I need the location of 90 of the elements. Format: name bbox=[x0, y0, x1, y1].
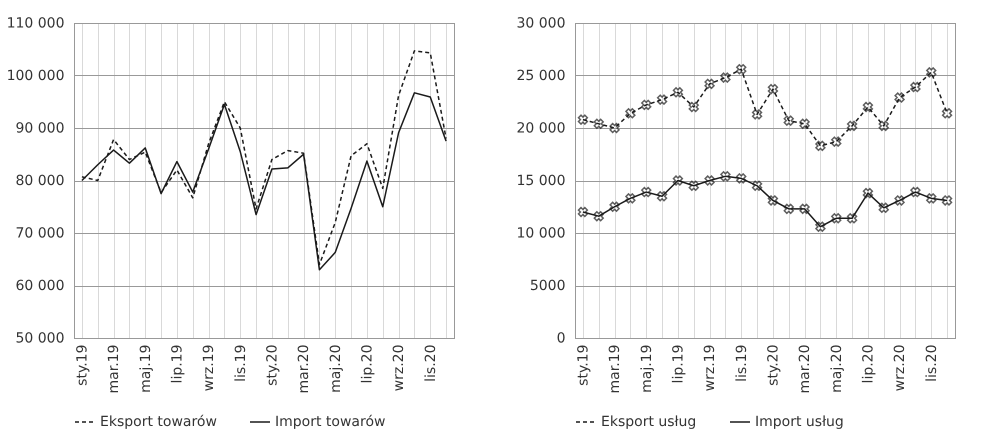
x-tick-label: maj.20 bbox=[828, 344, 845, 393]
point bbox=[641, 100, 652, 110]
point bbox=[720, 72, 731, 83]
x-tick-label: sty.19 bbox=[74, 344, 90, 386]
point bbox=[736, 173, 746, 184]
y-tick-label: 25 000 bbox=[516, 68, 566, 84]
x-tick-label: mar.19 bbox=[607, 344, 624, 394]
point bbox=[752, 180, 762, 191]
point bbox=[656, 191, 668, 202]
y-tick-label: 100 000 bbox=[6, 68, 64, 84]
y-tick-label: 60 000 bbox=[16, 278, 64, 294]
x-tick-label: sty.19 bbox=[575, 344, 592, 386]
legend-label: Import usług bbox=[755, 414, 844, 430]
x-tick-label: lip.20 bbox=[860, 344, 876, 384]
point bbox=[704, 175, 715, 186]
point bbox=[768, 195, 778, 206]
x-tick-label: maj.20 bbox=[328, 344, 344, 393]
x-tick-label: wrz.20 bbox=[391, 344, 408, 392]
y-tick-label: 70 000 bbox=[16, 226, 64, 242]
y-tick-label: 20 000 bbox=[516, 120, 566, 136]
point bbox=[831, 136, 842, 147]
x-tick-label: lis.20 bbox=[924, 344, 940, 382]
point bbox=[799, 118, 810, 129]
legend-label: Eksport usług bbox=[601, 414, 696, 430]
point bbox=[594, 118, 604, 129]
point bbox=[831, 213, 842, 224]
y-tick-label: 15 000 bbox=[516, 173, 566, 189]
y-tick-label: 30 000 bbox=[516, 16, 566, 32]
x-tick-label: lip.19 bbox=[169, 344, 186, 384]
point bbox=[878, 202, 889, 213]
x-tick-label: wrz.20 bbox=[892, 344, 908, 392]
point bbox=[594, 211, 604, 222]
point bbox=[942, 108, 952, 118]
x-tick-label: sty.20 bbox=[264, 344, 280, 386]
point bbox=[784, 204, 794, 214]
legend-label: Eksport towarów bbox=[100, 414, 217, 430]
y-tick-label: 110 000 bbox=[6, 16, 64, 32]
point bbox=[784, 115, 794, 126]
point bbox=[894, 92, 905, 103]
point bbox=[656, 94, 668, 105]
y-tick-label: 0 bbox=[556, 330, 566, 346]
y-tick-label: 80 000 bbox=[16, 173, 64, 189]
legend-label: Import towarów bbox=[275, 414, 386, 430]
point bbox=[609, 202, 620, 212]
point bbox=[846, 120, 858, 132]
point bbox=[815, 222, 826, 232]
point bbox=[799, 204, 810, 214]
point bbox=[641, 186, 652, 198]
point bbox=[578, 206, 588, 218]
point bbox=[768, 84, 778, 94]
y-tick-label: 10 000 bbox=[516, 226, 566, 242]
point bbox=[942, 195, 952, 206]
point bbox=[578, 114, 588, 125]
point bbox=[815, 140, 826, 152]
point bbox=[736, 64, 746, 74]
point bbox=[846, 213, 858, 224]
x-tick-label: lip.19 bbox=[670, 344, 686, 384]
point bbox=[625, 193, 636, 204]
point bbox=[926, 67, 936, 78]
x-tick-label: lip.20 bbox=[359, 344, 376, 384]
y-tick-label: 50 000 bbox=[16, 330, 64, 346]
x-tick-label: maj.19 bbox=[638, 344, 655, 393]
point bbox=[910, 186, 921, 198]
point bbox=[862, 102, 874, 112]
x-tick-label: mar.20 bbox=[797, 344, 814, 394]
point bbox=[704, 78, 715, 90]
x-tick-label: lis.19 bbox=[734, 344, 750, 382]
point bbox=[926, 193, 936, 204]
x-tick-label: wrz.19 bbox=[201, 344, 218, 392]
x-tick-label: mar.19 bbox=[106, 344, 122, 394]
point bbox=[894, 195, 905, 206]
point bbox=[625, 108, 636, 118]
point bbox=[672, 175, 684, 186]
point bbox=[910, 82, 921, 92]
point bbox=[752, 109, 762, 120]
x-tick-label: mar.20 bbox=[296, 344, 312, 394]
point bbox=[862, 188, 874, 198]
point bbox=[688, 180, 699, 191]
y-tick-label: 5000 bbox=[530, 278, 566, 294]
point bbox=[672, 87, 684, 98]
point bbox=[878, 120, 889, 132]
point bbox=[720, 171, 731, 182]
x-tick-label: sty.20 bbox=[765, 344, 782, 386]
x-tick-label: lis.20 bbox=[422, 344, 439, 382]
point bbox=[688, 102, 699, 112]
y-tick-label: 90 000 bbox=[16, 120, 64, 136]
x-tick-label: wrz.19 bbox=[702, 344, 718, 392]
point bbox=[609, 122, 620, 134]
x-tick-label: lis.19 bbox=[232, 344, 249, 382]
x-tick-label: maj.19 bbox=[138, 344, 154, 393]
